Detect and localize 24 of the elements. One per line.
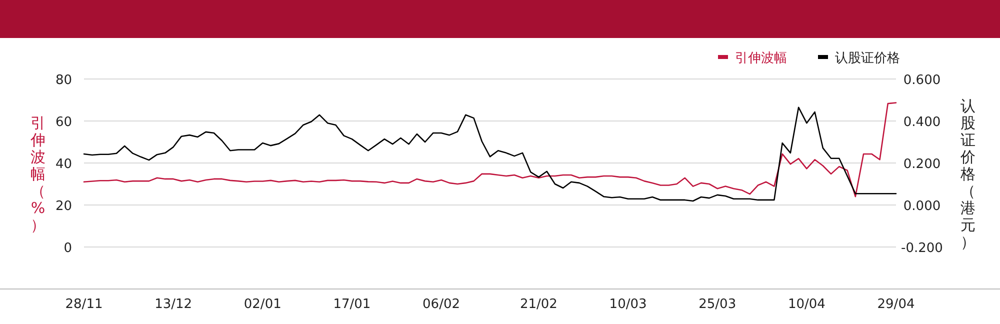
text: 认股证价格（港元） bbox=[960, 97, 976, 251]
x-tick-label: 25/03 bbox=[698, 297, 736, 312]
x-tick-label: 29/04 bbox=[877, 297, 915, 312]
y-tick-label: 20 bbox=[55, 199, 72, 214]
y-tick-label: 0 bbox=[64, 241, 72, 256]
y-tick-label: 40 bbox=[55, 157, 72, 172]
x-tick-label: 28/11 bbox=[65, 297, 103, 312]
y2-tick-label: -0.200 bbox=[901, 241, 943, 256]
y-tick-label: 60 bbox=[55, 115, 72, 130]
y-tick-label: 80 bbox=[55, 73, 72, 88]
x-tick-label: 10/04 bbox=[788, 297, 826, 312]
legend-label: 认股证价格 bbox=[835, 51, 900, 66]
y-axis-title: 引伸波幅（%） bbox=[30, 114, 46, 234]
y2-tick-label: 0.200 bbox=[903, 157, 941, 172]
x-tick-label: 02/01 bbox=[244, 297, 282, 312]
x-tick-label: 21/02 bbox=[520, 297, 558, 312]
x-tick-label: 17/01 bbox=[333, 297, 371, 312]
y2-tick-label: 0.600 bbox=[903, 73, 941, 88]
y2-tick-label: 0.000 bbox=[903, 199, 941, 214]
legend-label: 引伸波幅 bbox=[735, 51, 787, 66]
x-tick-label: 10/03 bbox=[609, 297, 647, 312]
x-tick-label: 06/02 bbox=[422, 297, 460, 312]
x-tick-label: 13/12 bbox=[154, 297, 192, 312]
y2-tick-label: 0.400 bbox=[903, 115, 941, 130]
